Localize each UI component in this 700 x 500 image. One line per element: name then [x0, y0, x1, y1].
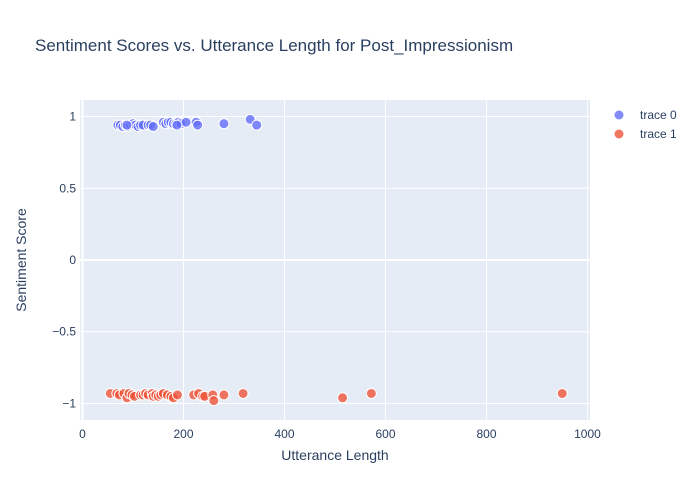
data-point[interactable] [237, 387, 249, 399]
legend[interactable]: trace 0 trace 1 [613, 108, 677, 141]
data-point[interactable] [192, 119, 204, 131]
data-point[interactable] [121, 119, 133, 131]
data-point[interactable] [337, 392, 349, 404]
x-tick-label: 800 [476, 427, 496, 441]
x-tick-label: 200 [173, 427, 193, 441]
y-tick-label: −0.5 [52, 325, 76, 339]
legend-marker [613, 128, 625, 140]
legend-item-1[interactable]: trace 1 [613, 127, 677, 141]
x-tick-label: 400 [274, 427, 294, 441]
data-point[interactable] [180, 116, 192, 128]
series-1 [104, 387, 568, 407]
x-tick-label: 0 [79, 427, 86, 441]
legend-marker [613, 109, 625, 121]
data-point[interactable] [251, 119, 263, 131]
y-tick-label: 0 [69, 253, 76, 267]
data-point[interactable] [208, 395, 220, 407]
data-point[interactable] [171, 119, 183, 131]
series-0 [112, 113, 263, 133]
data-point[interactable] [147, 121, 159, 133]
y-tick-label: 1 [69, 110, 76, 124]
y-axis-label: Sentiment Score [13, 208, 29, 312]
legend-item-0[interactable]: trace 0 [613, 108, 677, 122]
legend-label: trace 0 [640, 108, 677, 122]
x-tick-label: 1000 [574, 427, 601, 441]
data-point[interactable] [218, 118, 230, 130]
data-point[interactable] [556, 387, 568, 399]
data-points [104, 113, 568, 407]
grid-lines [80, 100, 590, 420]
x-axis-label: Utterance Length [281, 447, 388, 463]
y-tick-label: 0.5 [59, 181, 76, 195]
data-point[interactable] [218, 389, 230, 401]
y-tick-label: −1 [62, 396, 76, 410]
tick-labels: 0 200 400 600 800 1000 1 0.5 0 −0.5 −1 [52, 110, 601, 441]
data-point[interactable] [365, 387, 377, 399]
chart-title: Sentiment Scores vs. Utterance Length fo… [35, 36, 513, 55]
data-point[interactable] [171, 389, 183, 401]
legend-label: trace 1 [640, 127, 677, 141]
x-tick-label: 600 [375, 427, 395, 441]
